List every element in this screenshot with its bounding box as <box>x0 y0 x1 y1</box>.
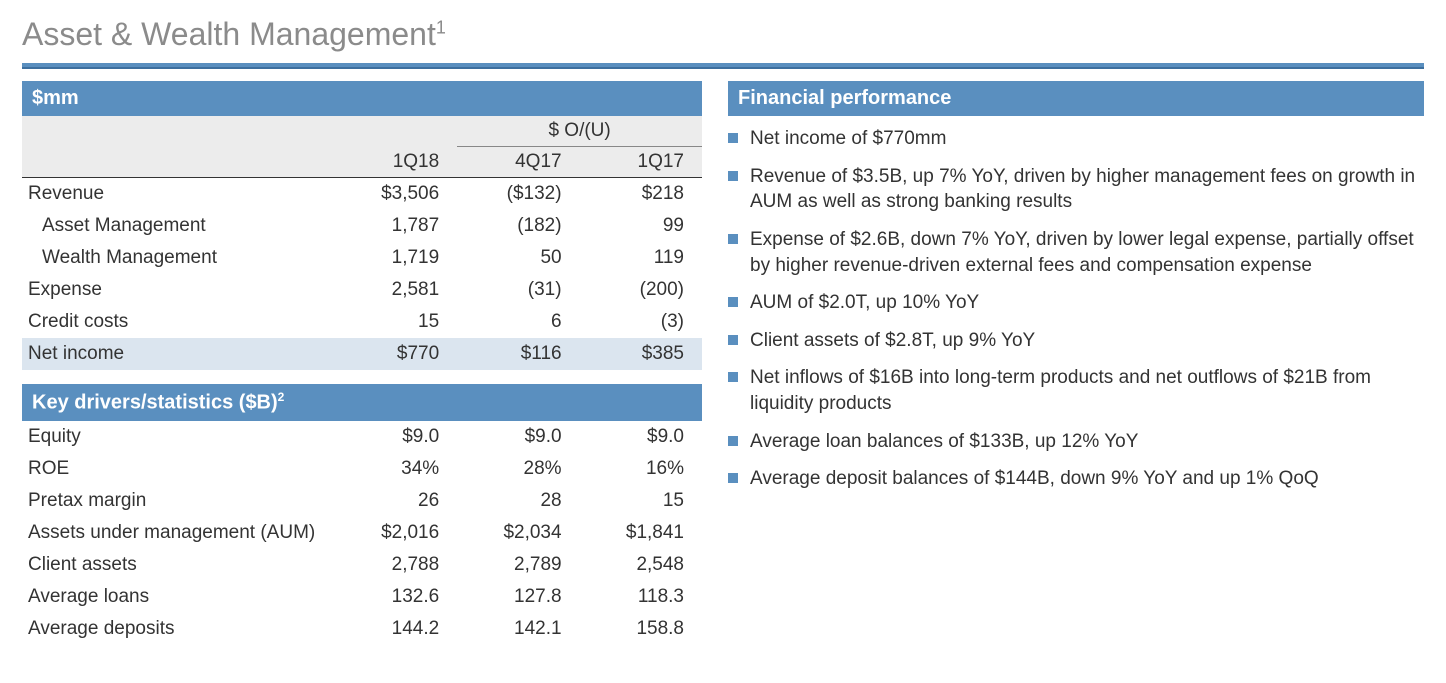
financials-band: $mm <box>22 81 702 116</box>
cell: 2,788 <box>335 549 457 581</box>
cell: 1,787 <box>335 210 457 242</box>
list-item: Client assets of $2.8T, up 9% YoY <box>728 328 1424 354</box>
cell-label: Asset Management <box>22 210 335 242</box>
cell: 142.1 <box>457 613 579 645</box>
cell: 2,548 <box>580 549 702 581</box>
key-drivers-band: Key drivers/statistics ($B)2 <box>22 384 702 421</box>
cell: 16% <box>580 453 702 485</box>
left-column: $mm $ O/(U) 1Q18 4Q17 1Q17 Revenue$3,506… <box>22 81 702 645</box>
col-spacer <box>22 116 335 147</box>
cell: $1,841 <box>580 517 702 549</box>
table-row: Revenue$3,506($132)$218 <box>22 178 702 211</box>
col-spacer <box>335 116 457 147</box>
list-item: Revenue of $3.5B, up 7% YoY, driven by h… <box>728 164 1424 215</box>
performance-band: Financial performance <box>728 81 1424 116</box>
table-row: Wealth Management1,71950119 <box>22 242 702 274</box>
table-row: Credit costs156(3) <box>22 306 702 338</box>
cell: 6 <box>457 306 579 338</box>
table-row: Asset Management1,787(182)99 <box>22 210 702 242</box>
table-row: Assets under management (AUM)$2,016$2,03… <box>22 517 702 549</box>
cell-label: Net income <box>22 338 335 370</box>
list-item: Net inflows of $16B into long-term produ… <box>728 365 1424 416</box>
table-row: Client assets2,7882,7892,548 <box>22 549 702 581</box>
cell: 144.2 <box>335 613 457 645</box>
key-drivers-table: Equity$9.0$9.0$9.0 ROE34%28%16% Pretax m… <box>22 421 702 645</box>
list-item: Average loan balances of $133B, up 12% Y… <box>728 429 1424 455</box>
cell: 34% <box>335 453 457 485</box>
cell: $385 <box>580 338 702 370</box>
cell: $116 <box>457 338 579 370</box>
cell: $770 <box>335 338 457 370</box>
right-column: Financial performance Net income of $770… <box>728 81 1424 645</box>
cell-label: Assets under management (AUM) <box>22 517 335 549</box>
cell: $2,034 <box>457 517 579 549</box>
cell: (200) <box>580 274 702 306</box>
cell: 15 <box>580 485 702 517</box>
accent-rule <box>22 63 1424 69</box>
table-row: Expense2,581(31)(200) <box>22 274 702 306</box>
page-title: Asset & Wealth Management1 <box>22 16 1424 53</box>
financials-table: $ O/(U) 1Q18 4Q17 1Q17 Revenue$3,506($13… <box>22 116 702 370</box>
cell-label: Average loans <box>22 581 335 613</box>
cell: 28 <box>457 485 579 517</box>
cell: $3,506 <box>335 178 457 211</box>
cell: ($132) <box>457 178 579 211</box>
two-column-layout: $mm $ O/(U) 1Q18 4Q17 1Q17 Revenue$3,506… <box>22 81 1424 645</box>
cell: $9.0 <box>457 421 579 453</box>
cell-label: Wealth Management <box>22 242 335 274</box>
cell: 15 <box>335 306 457 338</box>
col-spacer <box>22 147 335 178</box>
cell: $9.0 <box>335 421 457 453</box>
col-1q17: 1Q17 <box>580 147 702 178</box>
col-1q18: 1Q18 <box>335 147 457 178</box>
cell: (182) <box>457 210 579 242</box>
cell: $2,016 <box>335 517 457 549</box>
cell: 119 <box>580 242 702 274</box>
list-item: AUM of $2.0T, up 10% YoY <box>728 290 1424 316</box>
page-title-sup: 1 <box>436 17 446 37</box>
col-group-ou: $ O/(U) <box>457 116 702 147</box>
cell: 158.8 <box>580 613 702 645</box>
key-drivers-band-sup: 2 <box>278 390 285 404</box>
cell: 26 <box>335 485 457 517</box>
cell: 2,581 <box>335 274 457 306</box>
cell: 1,719 <box>335 242 457 274</box>
cell: 50 <box>457 242 579 274</box>
table-row: Pretax margin262815 <box>22 485 702 517</box>
cell-label: ROE <box>22 453 335 485</box>
table-row: Equity$9.0$9.0$9.0 <box>22 421 702 453</box>
financials-body: Revenue$3,506($132)$218 Asset Management… <box>22 178 702 371</box>
cell: 132.6 <box>335 581 457 613</box>
cell: (31) <box>457 274 579 306</box>
key-drivers-body: Equity$9.0$9.0$9.0 ROE34%28%16% Pretax m… <box>22 421 702 645</box>
table-row: ROE34%28%16% <box>22 453 702 485</box>
table-row: Average deposits144.2142.1158.8 <box>22 613 702 645</box>
cell: $9.0 <box>580 421 702 453</box>
page-title-text: Asset & Wealth Management <box>22 16 436 52</box>
cell-label: Revenue <box>22 178 335 211</box>
cell: $218 <box>580 178 702 211</box>
cell: 118.3 <box>580 581 702 613</box>
cell: 127.8 <box>457 581 579 613</box>
cell-label: Expense <box>22 274 335 306</box>
col-4q17: 4Q17 <box>457 147 579 178</box>
list-item: Net income of $770mm <box>728 126 1424 152</box>
key-drivers-band-text: Key drivers/statistics ($B) <box>32 392 278 414</box>
cell: 28% <box>457 453 579 485</box>
cell-label: Pretax margin <box>22 485 335 517</box>
cell: (3) <box>580 306 702 338</box>
cell-label: Credit costs <box>22 306 335 338</box>
net-income-row: Net income$770$116$385 <box>22 338 702 370</box>
performance-bullets: Net income of $770mm Revenue of $3.5B, u… <box>728 126 1424 492</box>
cell-label: Average deposits <box>22 613 335 645</box>
cell: 2,789 <box>457 549 579 581</box>
cell-label: Equity <box>22 421 335 453</box>
cell: 99 <box>580 210 702 242</box>
list-item: Average deposit balances of $144B, down … <box>728 466 1424 492</box>
list-item: Expense of $2.6B, down 7% YoY, driven by… <box>728 227 1424 278</box>
cell-label: Client assets <box>22 549 335 581</box>
table-row: Average loans132.6127.8118.3 <box>22 581 702 613</box>
